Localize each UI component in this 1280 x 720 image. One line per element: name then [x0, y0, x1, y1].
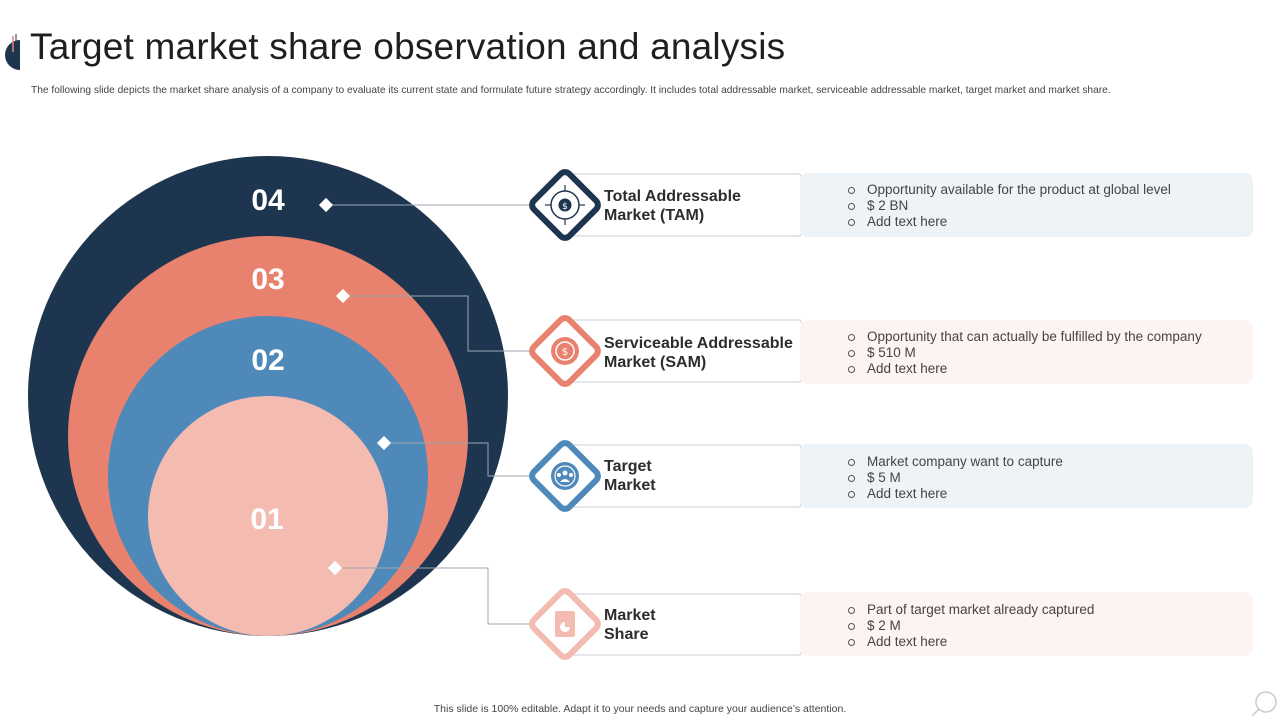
list-item: $ 2 BN [848, 198, 1171, 214]
sam-label-line1: Serviceable Addressable [604, 335, 793, 352]
target-label-line1: Target [604, 458, 652, 475]
diamond-share [529, 588, 601, 660]
sam-bullets: Opportunity that can actually be fulfill… [848, 329, 1202, 377]
title-accent-mark [5, 34, 20, 70]
list-item: $ 5 M [848, 470, 1063, 486]
list-item: $ 2 M [848, 618, 1094, 634]
target-label: Target Market [604, 457, 656, 495]
tam-bullets: Opportunity available for the product at… [848, 182, 1171, 230]
level-number-02: 02 [251, 344, 285, 377]
share-label-line1: Market [604, 607, 656, 624]
share-bullets: Part of target market already captured $… [848, 602, 1094, 650]
circle-share [148, 396, 388, 636]
level-number-03: 03 [251, 263, 285, 296]
level-number-01: 01 [250, 503, 284, 536]
search-icon[interactable] [1250, 688, 1278, 718]
footer-note: This slide is 100% editable. Adapt it to… [433, 703, 847, 715]
share-label: Market Share [604, 606, 656, 644]
list-item: Add text here [848, 361, 1202, 377]
share-label-line2: Share [604, 626, 649, 643]
list-item: Add text here [848, 214, 1171, 230]
list-item: Opportunity available for the product at… [848, 182, 1171, 198]
list-item: Add text here [848, 634, 1094, 650]
target-bullets: Market company want to capture $ 5 M Add… [848, 454, 1063, 502]
list-item: Market company want to capture [848, 454, 1063, 470]
tam-label-line1: Total Addressable [604, 188, 741, 205]
level-number-04: 04 [251, 184, 285, 217]
sam-label-line2: Market (SAM) [604, 354, 707, 371]
tam-details-panel [800, 173, 1253, 237]
tam-label: Total Addressable Market (TAM) [604, 187, 741, 225]
list-item: Add text here [848, 486, 1063, 502]
diamond-tam: $ [529, 169, 601, 241]
row-chevrons [564, 173, 817, 656]
connector-lines [326, 204, 540, 625]
sam-label: Serviceable Addressable Market (SAM) [604, 334, 793, 372]
tam-label-line2: Market (TAM) [604, 207, 705, 224]
target-details-panel [800, 444, 1253, 508]
list-item: Opportunity that can actually be fulfill… [848, 329, 1202, 345]
diamond-sam: $ [529, 315, 601, 387]
page-title: Target market share observation and anal… [30, 26, 786, 67]
sam-details-panel [800, 320, 1253, 384]
connector-dots [318, 197, 392, 576]
share-details-panel [800, 592, 1253, 656]
page-subtitle: The following slide depicts the market s… [31, 85, 1111, 96]
diamond-target [529, 440, 601, 512]
list-item: $ 510 M [848, 345, 1202, 361]
svg-text:$: $ [562, 202, 568, 212]
target-label-line2: Market [604, 477, 656, 494]
list-item: Part of target market already captured [848, 602, 1094, 618]
svg-text:$: $ [562, 347, 568, 358]
